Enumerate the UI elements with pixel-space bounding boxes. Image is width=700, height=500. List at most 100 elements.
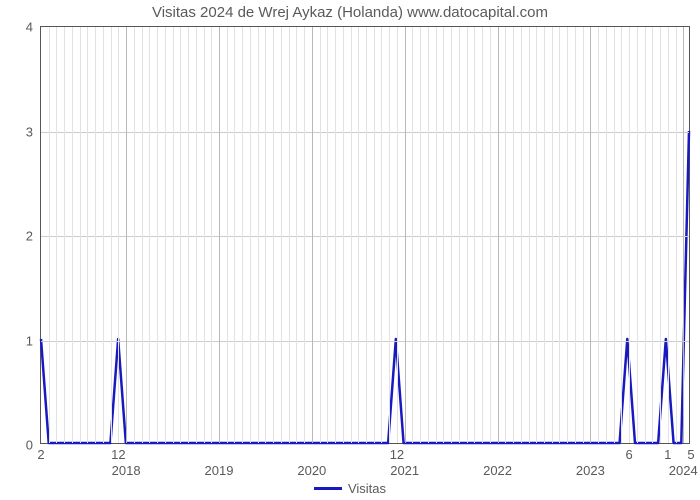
gridline-vertical-minor	[49, 27, 50, 443]
gridline-vertical-major	[683, 27, 684, 443]
xtick-year-label: 2018	[112, 443, 141, 478]
gridline-vertical-minor	[505, 27, 506, 443]
legend: Visitas	[0, 480, 700, 496]
gridline-vertical-minor	[72, 27, 73, 443]
gridline-horizontal	[41, 236, 689, 237]
gridline-vertical-minor	[351, 27, 352, 443]
gridline-vertical-minor	[467, 27, 468, 443]
gridline-horizontal	[41, 341, 689, 342]
gridline-vertical-minor	[304, 27, 305, 443]
gridline-vertical-minor	[80, 27, 81, 443]
gridline-vertical-minor	[660, 27, 661, 443]
series-line	[41, 131, 689, 443]
gridline-vertical-minor	[676, 27, 677, 443]
gridline-vertical-minor	[459, 27, 460, 443]
gridline-vertical-minor	[490, 27, 491, 443]
gridline-vertical-minor	[258, 27, 259, 443]
gridline-vertical-minor	[242, 27, 243, 443]
ytick-label: 1	[26, 333, 41, 348]
legend-swatch	[314, 487, 342, 490]
gridline-vertical-minor	[614, 27, 615, 443]
gridline-vertical-minor	[289, 27, 290, 443]
gridline-vertical-minor	[559, 27, 560, 443]
gridline-vertical-major	[219, 27, 220, 443]
xtick-month-label: 6	[625, 443, 632, 462]
gridline-vertical-minor	[412, 27, 413, 443]
gridline-vertical-minor	[645, 27, 646, 443]
gridline-vertical-minor	[157, 27, 158, 443]
gridline-vertical-minor	[629, 27, 630, 443]
gridline-vertical-minor	[165, 27, 166, 443]
xtick-year-label: 2021	[390, 443, 419, 478]
gridline-vertical-minor	[552, 27, 553, 443]
gridline-vertical-minor	[474, 27, 475, 443]
gridline-vertical-minor	[451, 27, 452, 443]
gridline-vertical-minor	[335, 27, 336, 443]
gridline-vertical-minor	[621, 27, 622, 443]
xtick-year-label: 2023	[576, 443, 605, 478]
gridline-vertical-minor	[598, 27, 599, 443]
gridline-vertical-minor	[142, 27, 143, 443]
gridline-vertical-minor	[196, 27, 197, 443]
gridline-vertical-minor	[443, 27, 444, 443]
gridline-vertical-minor	[173, 27, 174, 443]
chart-container: Visitas 2024 de Wrej Aykaz (Holanda) www…	[0, 0, 700, 500]
gridline-vertical-minor	[320, 27, 321, 443]
gridline-vertical-minor	[668, 27, 669, 443]
gridline-vertical-major	[312, 27, 313, 443]
gridline-vertical-minor	[343, 27, 344, 443]
gridline-vertical-minor	[180, 27, 181, 443]
plot-area: 0123421212615201820192020202120222023202…	[40, 26, 690, 444]
gridline-vertical-minor	[118, 27, 119, 443]
gridline-vertical-minor	[64, 27, 65, 443]
ytick-label: 3	[26, 124, 41, 139]
gridline-vertical-major	[126, 27, 127, 443]
gridline-vertical-minor	[273, 27, 274, 443]
gridline-vertical-major	[590, 27, 591, 443]
gridline-vertical-minor	[87, 27, 88, 443]
gridline-vertical-minor	[652, 27, 653, 443]
xtick-month-label: 2	[37, 443, 44, 462]
gridline-vertical-minor	[149, 27, 150, 443]
gridline-vertical-minor	[374, 27, 375, 443]
gridline-vertical-minor	[296, 27, 297, 443]
gridline-vertical-minor	[482, 27, 483, 443]
gridline-vertical-minor	[111, 27, 112, 443]
gridline-vertical-minor	[250, 27, 251, 443]
gridline-vertical-minor	[188, 27, 189, 443]
chart-title: Visitas 2024 de Wrej Aykaz (Holanda) www…	[0, 4, 700, 21]
gridline-vertical-major	[498, 27, 499, 443]
gridline-vertical-minor	[436, 27, 437, 443]
gridline-vertical-minor	[327, 27, 328, 443]
gridline-vertical-minor	[529, 27, 530, 443]
gridline-horizontal	[41, 132, 689, 133]
gridline-vertical-minor	[420, 27, 421, 443]
legend-label: Visitas	[348, 481, 386, 496]
gridline-vertical-minor	[389, 27, 390, 443]
gridline-vertical-minor	[606, 27, 607, 443]
gridline-vertical-minor	[544, 27, 545, 443]
xtick-year-label: 2020	[297, 443, 326, 478]
gridline-vertical-minor	[103, 27, 104, 443]
gridline-vertical-minor	[204, 27, 205, 443]
gridline-vertical-minor	[583, 27, 584, 443]
gridline-vertical-minor	[567, 27, 568, 443]
gridline-vertical-minor	[227, 27, 228, 443]
gridline-vertical-major	[405, 27, 406, 443]
gridline-vertical-minor	[637, 27, 638, 443]
gridline-vertical-minor	[358, 27, 359, 443]
gridline-vertical-minor	[575, 27, 576, 443]
gridline-vertical-minor	[513, 27, 514, 443]
xtick-year-label: 2022	[483, 443, 512, 478]
gridline-vertical-minor	[521, 27, 522, 443]
gridline-vertical-minor	[95, 27, 96, 443]
gridline-vertical-minor	[366, 27, 367, 443]
gridline-vertical-minor	[381, 27, 382, 443]
gridline-vertical-minor	[265, 27, 266, 443]
ytick-label: 4	[26, 20, 41, 35]
gridline-vertical-minor	[211, 27, 212, 443]
gridline-vertical-minor	[234, 27, 235, 443]
ytick-label: 2	[26, 229, 41, 244]
gridline-vertical-minor	[281, 27, 282, 443]
line-series-svg	[41, 27, 689, 443]
